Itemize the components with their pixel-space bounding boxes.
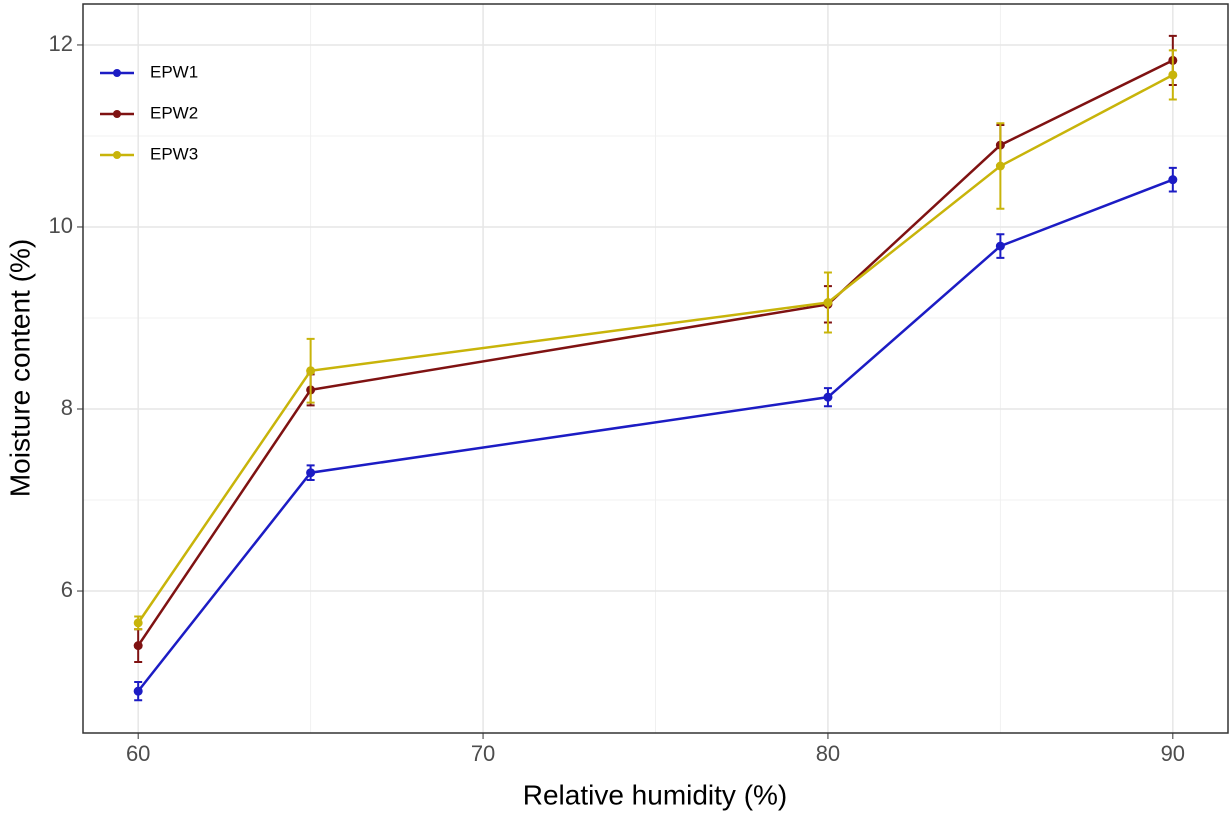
plot-border xyxy=(82,3,1229,734)
point xyxy=(306,468,316,478)
point xyxy=(823,392,833,402)
x-tick-label: 90 xyxy=(1161,741,1185,766)
point xyxy=(306,366,316,376)
legend-label: EPW1 xyxy=(150,62,198,81)
y-axis-title: Moisture content (%) xyxy=(4,239,35,497)
y-tick-label: 6 xyxy=(61,577,73,602)
legend-label: EPW3 xyxy=(150,144,198,163)
point xyxy=(995,241,1005,251)
x-axis-title: Relative humidity (%) xyxy=(523,779,788,810)
y-tick-label: 8 xyxy=(61,395,73,420)
point xyxy=(133,618,143,628)
legend-point xyxy=(113,69,121,77)
point xyxy=(133,641,143,651)
y-tick-label: 10 xyxy=(49,213,73,238)
x-tick-label: 60 xyxy=(126,741,150,766)
legend-point xyxy=(113,151,121,159)
legend-label: EPW2 xyxy=(150,103,198,122)
point xyxy=(995,161,1005,171)
x-tick-label: 80 xyxy=(816,741,840,766)
y-tick-label: 12 xyxy=(49,31,73,56)
point xyxy=(823,298,833,308)
point xyxy=(133,686,143,696)
point xyxy=(1168,70,1178,80)
point xyxy=(1168,175,1178,185)
x-tick-label: 70 xyxy=(471,741,495,766)
legend-point xyxy=(113,110,121,118)
